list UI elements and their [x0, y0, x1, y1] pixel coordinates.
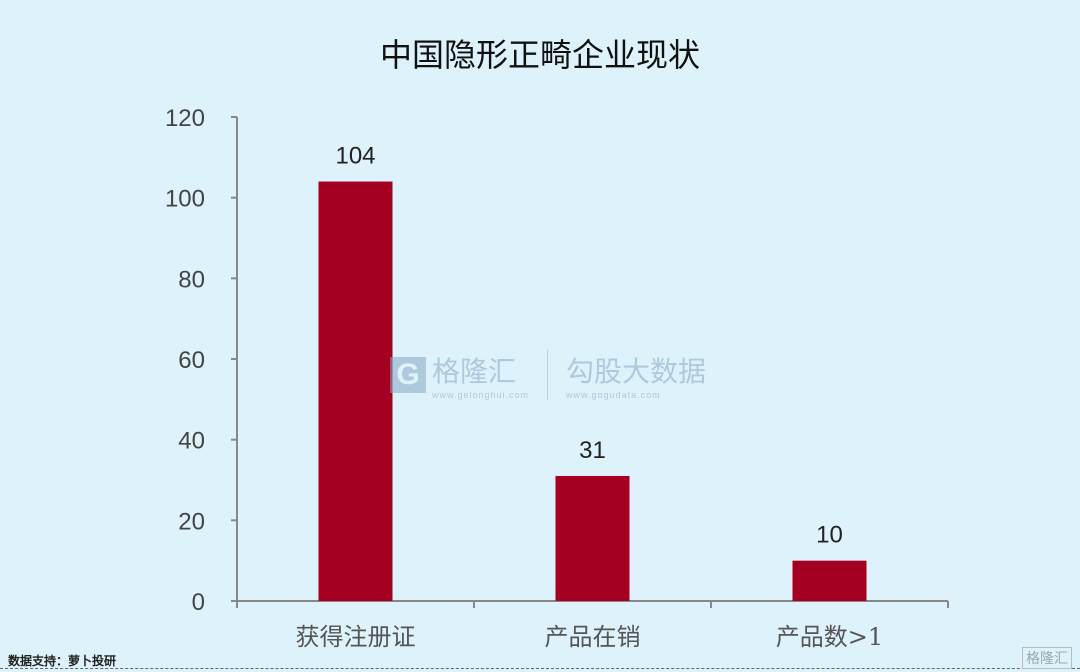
y-tick-label: 100: [165, 186, 205, 213]
watermark: G 格隆汇 www.gelonghui.com 勾股大数据 www.goguda…: [390, 350, 706, 400]
x-tick-label: 产品数>1: [776, 623, 883, 651]
y-tick-label: 80: [178, 266, 205, 293]
bar: [792, 560, 867, 601]
data-label: 104: [335, 143, 375, 170]
y-tick-label: 20: [178, 508, 205, 535]
y-tick-label: 60: [178, 347, 205, 374]
data-label: 31: [579, 437, 606, 464]
data-source: 数据支持：萝卜投研: [8, 654, 117, 668]
corner-logo: 格隆汇: [1022, 647, 1072, 669]
y-tick-label: 40: [178, 428, 205, 455]
chart-title: 中国隐形正畸企业现状: [379, 36, 700, 74]
y-tick-label: 120: [165, 105, 205, 132]
watermark-logo2: 勾股大数据: [566, 355, 707, 388]
watermark-logo1-url: www.gelonghui.com: [432, 390, 530, 400]
gelonghui-logo-icon: G: [390, 357, 426, 393]
y-tick-label: 0: [192, 589, 205, 616]
watermark-logo1: 格隆汇: [432, 355, 517, 388]
watermark-logo2-url: www.gogudata.com: [566, 390, 661, 400]
data-label: 10: [816, 522, 843, 549]
bar: [555, 475, 630, 601]
x-tick-label: 产品在销: [545, 623, 641, 651]
x-tick-label: 获得注册证: [296, 623, 416, 651]
bar: [318, 181, 393, 602]
divider: [0, 668, 1080, 669]
